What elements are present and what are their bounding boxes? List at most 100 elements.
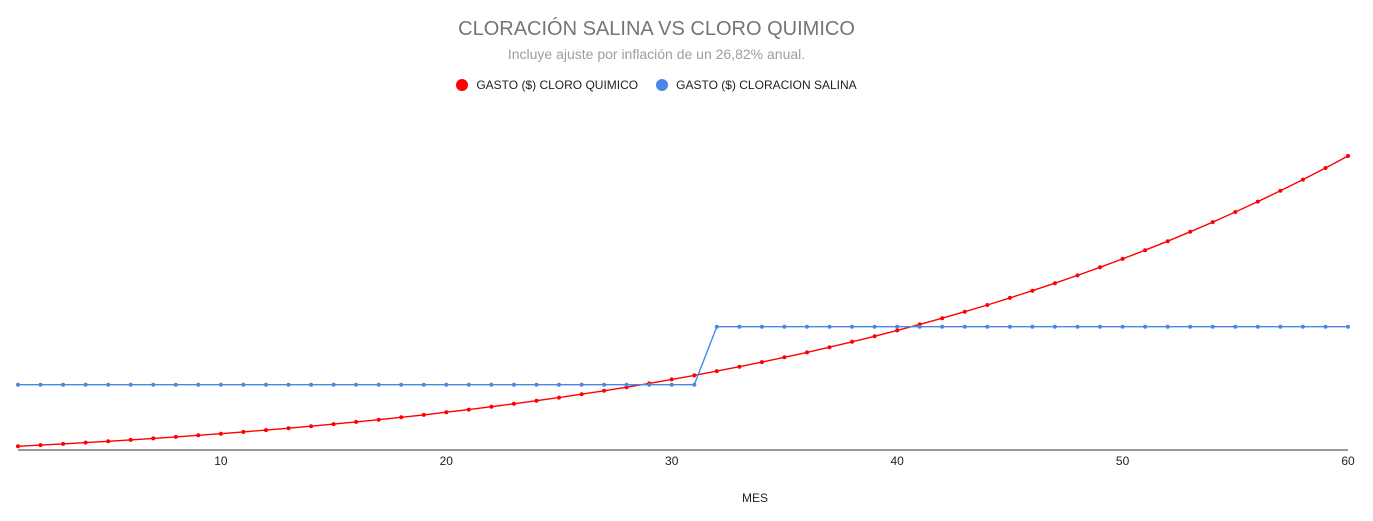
data-point-s1-15 xyxy=(331,382,336,387)
data-point-s1-42 xyxy=(940,324,945,329)
data-point-s1-16 xyxy=(354,382,359,387)
data-point-s0-26 xyxy=(579,392,584,397)
x-tick-label-40: 40 xyxy=(890,454,904,468)
data-point-s1-30 xyxy=(669,382,674,387)
data-point-s1-31 xyxy=(692,382,697,387)
data-point-s1-35 xyxy=(782,324,787,329)
data-point-s0-19 xyxy=(421,412,426,417)
data-point-s1-26 xyxy=(579,382,584,387)
data-point-s1-8 xyxy=(173,382,178,387)
data-point-s0-37 xyxy=(827,345,832,350)
data-point-s1-2 xyxy=(38,382,43,387)
legend-item-cloracion-salina[interactable]: GASTO ($) CLORACION SALINA xyxy=(656,78,857,92)
data-point-s1-3 xyxy=(61,382,66,387)
data-point-s1-36 xyxy=(805,324,809,329)
legend-item-cloro-quimico[interactable]: GASTO ($) CLORO QUIMICO xyxy=(456,78,638,92)
data-point-s1-50 xyxy=(1120,324,1125,329)
data-point-s0-49 xyxy=(1098,265,1102,270)
data-point-s0-14 xyxy=(309,424,314,429)
data-point-s0-42 xyxy=(940,316,945,321)
data-point-s1-33 xyxy=(737,324,742,329)
data-point-s1-19 xyxy=(421,382,426,387)
data-point-s0-32 xyxy=(714,369,719,374)
data-point-s0-47 xyxy=(1052,281,1057,286)
data-point-s0-23 xyxy=(511,401,516,406)
data-point-s1-6 xyxy=(128,382,133,387)
x-axis-label: MES xyxy=(741,491,768,505)
data-point-s1-7 xyxy=(151,382,156,387)
data-point-s0-3 xyxy=(61,441,66,446)
data-point-s0-21 xyxy=(466,407,471,412)
data-point-s0-31 xyxy=(692,373,697,378)
data-point-s1-54 xyxy=(1210,324,1215,329)
chart-title: CLORACIÓN SALINA VS CLORO QUIMICO xyxy=(458,18,855,40)
data-point-s1-13 xyxy=(286,382,291,387)
data-point-s1-59 xyxy=(1323,324,1328,329)
data-point-s0-56 xyxy=(1255,199,1260,204)
data-point-s0-12 xyxy=(264,428,268,433)
data-point-s0-16 xyxy=(354,419,359,424)
data-point-s0-18 xyxy=(399,415,404,420)
data-point-s1-27 xyxy=(602,382,607,387)
series-line-0 xyxy=(17,155,1349,447)
data-point-s1-44 xyxy=(985,324,990,329)
data-point-s0-40 xyxy=(895,328,900,333)
data-point-s0-60 xyxy=(1346,154,1350,158)
data-point-s1-24 xyxy=(534,382,539,387)
data-point-s0-5 xyxy=(106,439,111,444)
data-point-s0-17 xyxy=(376,417,381,422)
data-point-s1-38 xyxy=(850,324,855,329)
data-point-s1-10 xyxy=(218,382,223,387)
legend-swatch-cloracion-salina xyxy=(656,79,669,91)
data-point-s1-1 xyxy=(16,382,20,387)
data-point-s1-9 xyxy=(196,382,201,387)
data-point-s1-22 xyxy=(489,382,494,387)
data-point-s1-56 xyxy=(1255,324,1260,329)
data-point-s1-23 xyxy=(511,382,516,387)
data-point-s0-58 xyxy=(1300,177,1305,182)
data-point-s0-48 xyxy=(1075,273,1080,278)
data-point-s1-60 xyxy=(1346,324,1350,329)
data-point-s0-38 xyxy=(850,339,855,344)
data-point-s0-1 xyxy=(16,444,20,449)
data-point-s0-45 xyxy=(1007,295,1012,300)
data-point-s1-46 xyxy=(1030,324,1035,329)
x-tick-label-50: 50 xyxy=(1116,454,1130,468)
data-point-s0-2 xyxy=(38,443,43,448)
data-point-s0-15 xyxy=(331,422,336,427)
legend: GASTO ($) CLORO QUIMICO GASTO ($) CLORAC… xyxy=(0,78,1313,92)
data-point-s1-55 xyxy=(1233,324,1238,329)
data-point-s1-47 xyxy=(1052,324,1057,329)
data-point-s1-5 xyxy=(106,382,111,387)
chart-subtitle: Incluye ajuste por inflación de un 26,82… xyxy=(507,46,806,62)
data-point-s0-6 xyxy=(128,437,133,442)
data-point-s1-49 xyxy=(1098,324,1102,329)
data-point-s1-25 xyxy=(557,382,561,387)
data-point-s0-33 xyxy=(737,364,742,369)
data-point-s0-22 xyxy=(489,404,494,409)
data-point-s0-7 xyxy=(151,436,156,441)
data-point-s0-24 xyxy=(534,398,539,403)
data-point-s0-10 xyxy=(218,431,223,436)
data-point-s1-21 xyxy=(466,382,471,387)
data-point-s1-45 xyxy=(1007,324,1012,329)
data-point-s1-12 xyxy=(264,382,268,387)
data-point-s0-53 xyxy=(1188,229,1193,234)
data-point-s0-35 xyxy=(782,355,787,360)
x-tick-label-20: 20 xyxy=(440,454,454,468)
data-point-s1-37 xyxy=(827,324,832,329)
data-point-s0-46 xyxy=(1030,288,1035,293)
data-point-s1-51 xyxy=(1143,324,1148,329)
data-point-s0-44 xyxy=(985,303,990,307)
data-point-s1-14 xyxy=(309,382,314,387)
data-point-s0-36 xyxy=(805,350,809,355)
data-point-s1-53 xyxy=(1188,324,1193,329)
data-point-s1-41 xyxy=(917,324,922,329)
legend-label-cloro-quimico: GASTO ($) CLORO QUIMICO xyxy=(476,78,639,92)
data-point-s1-29 xyxy=(647,382,652,387)
data-point-s0-43 xyxy=(962,309,967,314)
data-point-s0-30 xyxy=(669,377,674,382)
data-point-s1-4 xyxy=(83,382,88,387)
data-point-s0-11 xyxy=(241,429,246,434)
